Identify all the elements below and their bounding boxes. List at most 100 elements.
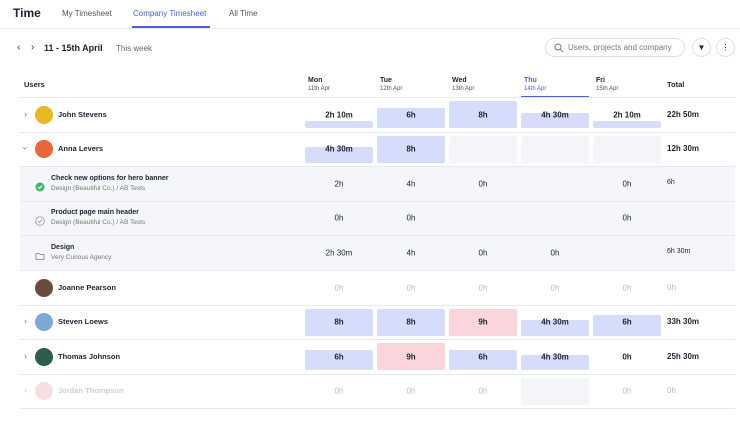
date-range: 11 - 15th April (44, 43, 103, 53)
expand-toggle[interactable]: › (24, 385, 27, 396)
cell-value: 2h 10m (325, 110, 353, 119)
column-date: 12th Apr (380, 86, 403, 92)
expand-toggle[interactable]: › (24, 316, 27, 327)
cell-value: 4h 30m (325, 144, 353, 154)
user-name: Joanne Pearson (58, 282, 116, 292)
hours-bar (521, 320, 589, 336)
cell-value: 2h 10m (613, 110, 641, 119)
cell-value: 6h (478, 352, 488, 362)
avatar (35, 105, 53, 124)
avatar (35, 382, 53, 401)
empty-cell (521, 135, 589, 163)
column-day: Wed (452, 77, 467, 84)
cell-value: 0h (622, 386, 632, 396)
total-header: Total (667, 80, 685, 89)
cell-value: 0h (478, 283, 488, 292)
tab[interactable]: All Time (229, 9, 258, 18)
tab[interactable]: My Timesheet (62, 9, 112, 18)
user-name: Jordan Thompson (58, 386, 124, 396)
users-header: Users (24, 80, 45, 89)
task-name: Design (51, 243, 75, 251)
user-name: Steven Loews (58, 317, 109, 327)
cell-value: 9h (478, 317, 488, 327)
cell-value: 8h (334, 317, 344, 327)
search-box[interactable]: Users, projects and company (545, 38, 685, 57)
row-total: 22h 50m (667, 109, 700, 119)
column-day: Mon (308, 77, 323, 84)
cell-value: 4h 30m (541, 317, 569, 327)
hours-bar (305, 147, 373, 163)
column-date: 11th Apr (308, 86, 330, 92)
task-row-bg (20, 236, 735, 270)
task-subtitle: Design (Beautiful Co.) / AB Tests (51, 219, 146, 227)
hours-bar (593, 120, 661, 128)
tab-underline (132, 26, 210, 28)
avatar (35, 278, 53, 297)
column-date: 15th Apr (596, 86, 619, 92)
hours-bar (305, 308, 373, 336)
current-day-underline (521, 96, 589, 97)
row-line (20, 235, 735, 237)
search-icon (554, 43, 564, 53)
cell-value: 2h (334, 179, 344, 189)
avatar (35, 140, 53, 159)
cell-value: 0h (622, 179, 632, 189)
task-row-bg (20, 201, 735, 236)
task-icon (35, 248, 45, 266)
avatar (35, 347, 53, 366)
column-day: Fri (596, 77, 605, 84)
hours-bar (521, 355, 589, 371)
row-total: 12h 30m (667, 144, 700, 154)
row-line (20, 373, 735, 375)
column-day: Tue (380, 77, 392, 84)
task-row-bg (20, 167, 735, 201)
cell-value: 0h (478, 248, 488, 258)
icon (35, 216, 45, 227)
column-date: 13th Apr (452, 86, 475, 92)
cell-value: 8h (478, 110, 488, 119)
expand-toggle[interactable]: › (24, 350, 27, 361)
task-subtitle: Very Curious Agency (51, 253, 112, 261)
cell-value: 4h 30m (541, 110, 569, 119)
search-placeholder: Users, projects and company (568, 43, 672, 52)
user-name: Thomas Johnson (58, 351, 121, 361)
user-name: John Stevens (58, 109, 107, 119)
hours-bar (377, 107, 445, 128)
row-total: 33h 30m (667, 317, 700, 327)
tab-active[interactable]: Company Timesheet (133, 9, 207, 18)
task-name: Product page main header (51, 209, 139, 217)
cell-value: 4h (406, 179, 416, 189)
cell-value: 8h (406, 317, 416, 327)
cell-value: 4h 30m (541, 352, 569, 362)
header-line (20, 97, 735, 98)
cell-value: 8h (406, 144, 416, 154)
cell-value: 0h (478, 179, 488, 189)
icon (35, 252, 45, 260)
expand-toggle[interactable]: › (20, 146, 31, 150)
filter-button[interactable]: ▼ (692, 38, 711, 57)
period: This week (116, 44, 153, 53)
cell-value: 0h (334, 213, 344, 223)
task-icon (35, 179, 45, 197)
expand-toggle[interactable]: › (24, 108, 27, 119)
hours-bar (449, 101, 517, 128)
cell-value: 0h (406, 213, 416, 223)
column-day: Thu (524, 77, 537, 84)
hours-bar (377, 308, 445, 336)
hours-bar (521, 112, 589, 128)
row-line (20, 270, 735, 271)
prev-button[interactable]: ‹ (17, 42, 21, 53)
icon (35, 182, 45, 192)
header-divider (0, 28, 740, 29)
cell-value: 0h (550, 248, 560, 258)
hours-bar (449, 308, 517, 336)
hours-bar (449, 349, 517, 371)
next-button[interactable]: › (31, 42, 35, 53)
more-button[interactable]: ⋮ (716, 38, 735, 57)
cell-value: 0h (550, 283, 560, 292)
empty-cell (593, 135, 661, 163)
hours-bar (305, 349, 373, 371)
hours-bar (377, 343, 445, 371)
cell-value: 6h (334, 352, 344, 362)
